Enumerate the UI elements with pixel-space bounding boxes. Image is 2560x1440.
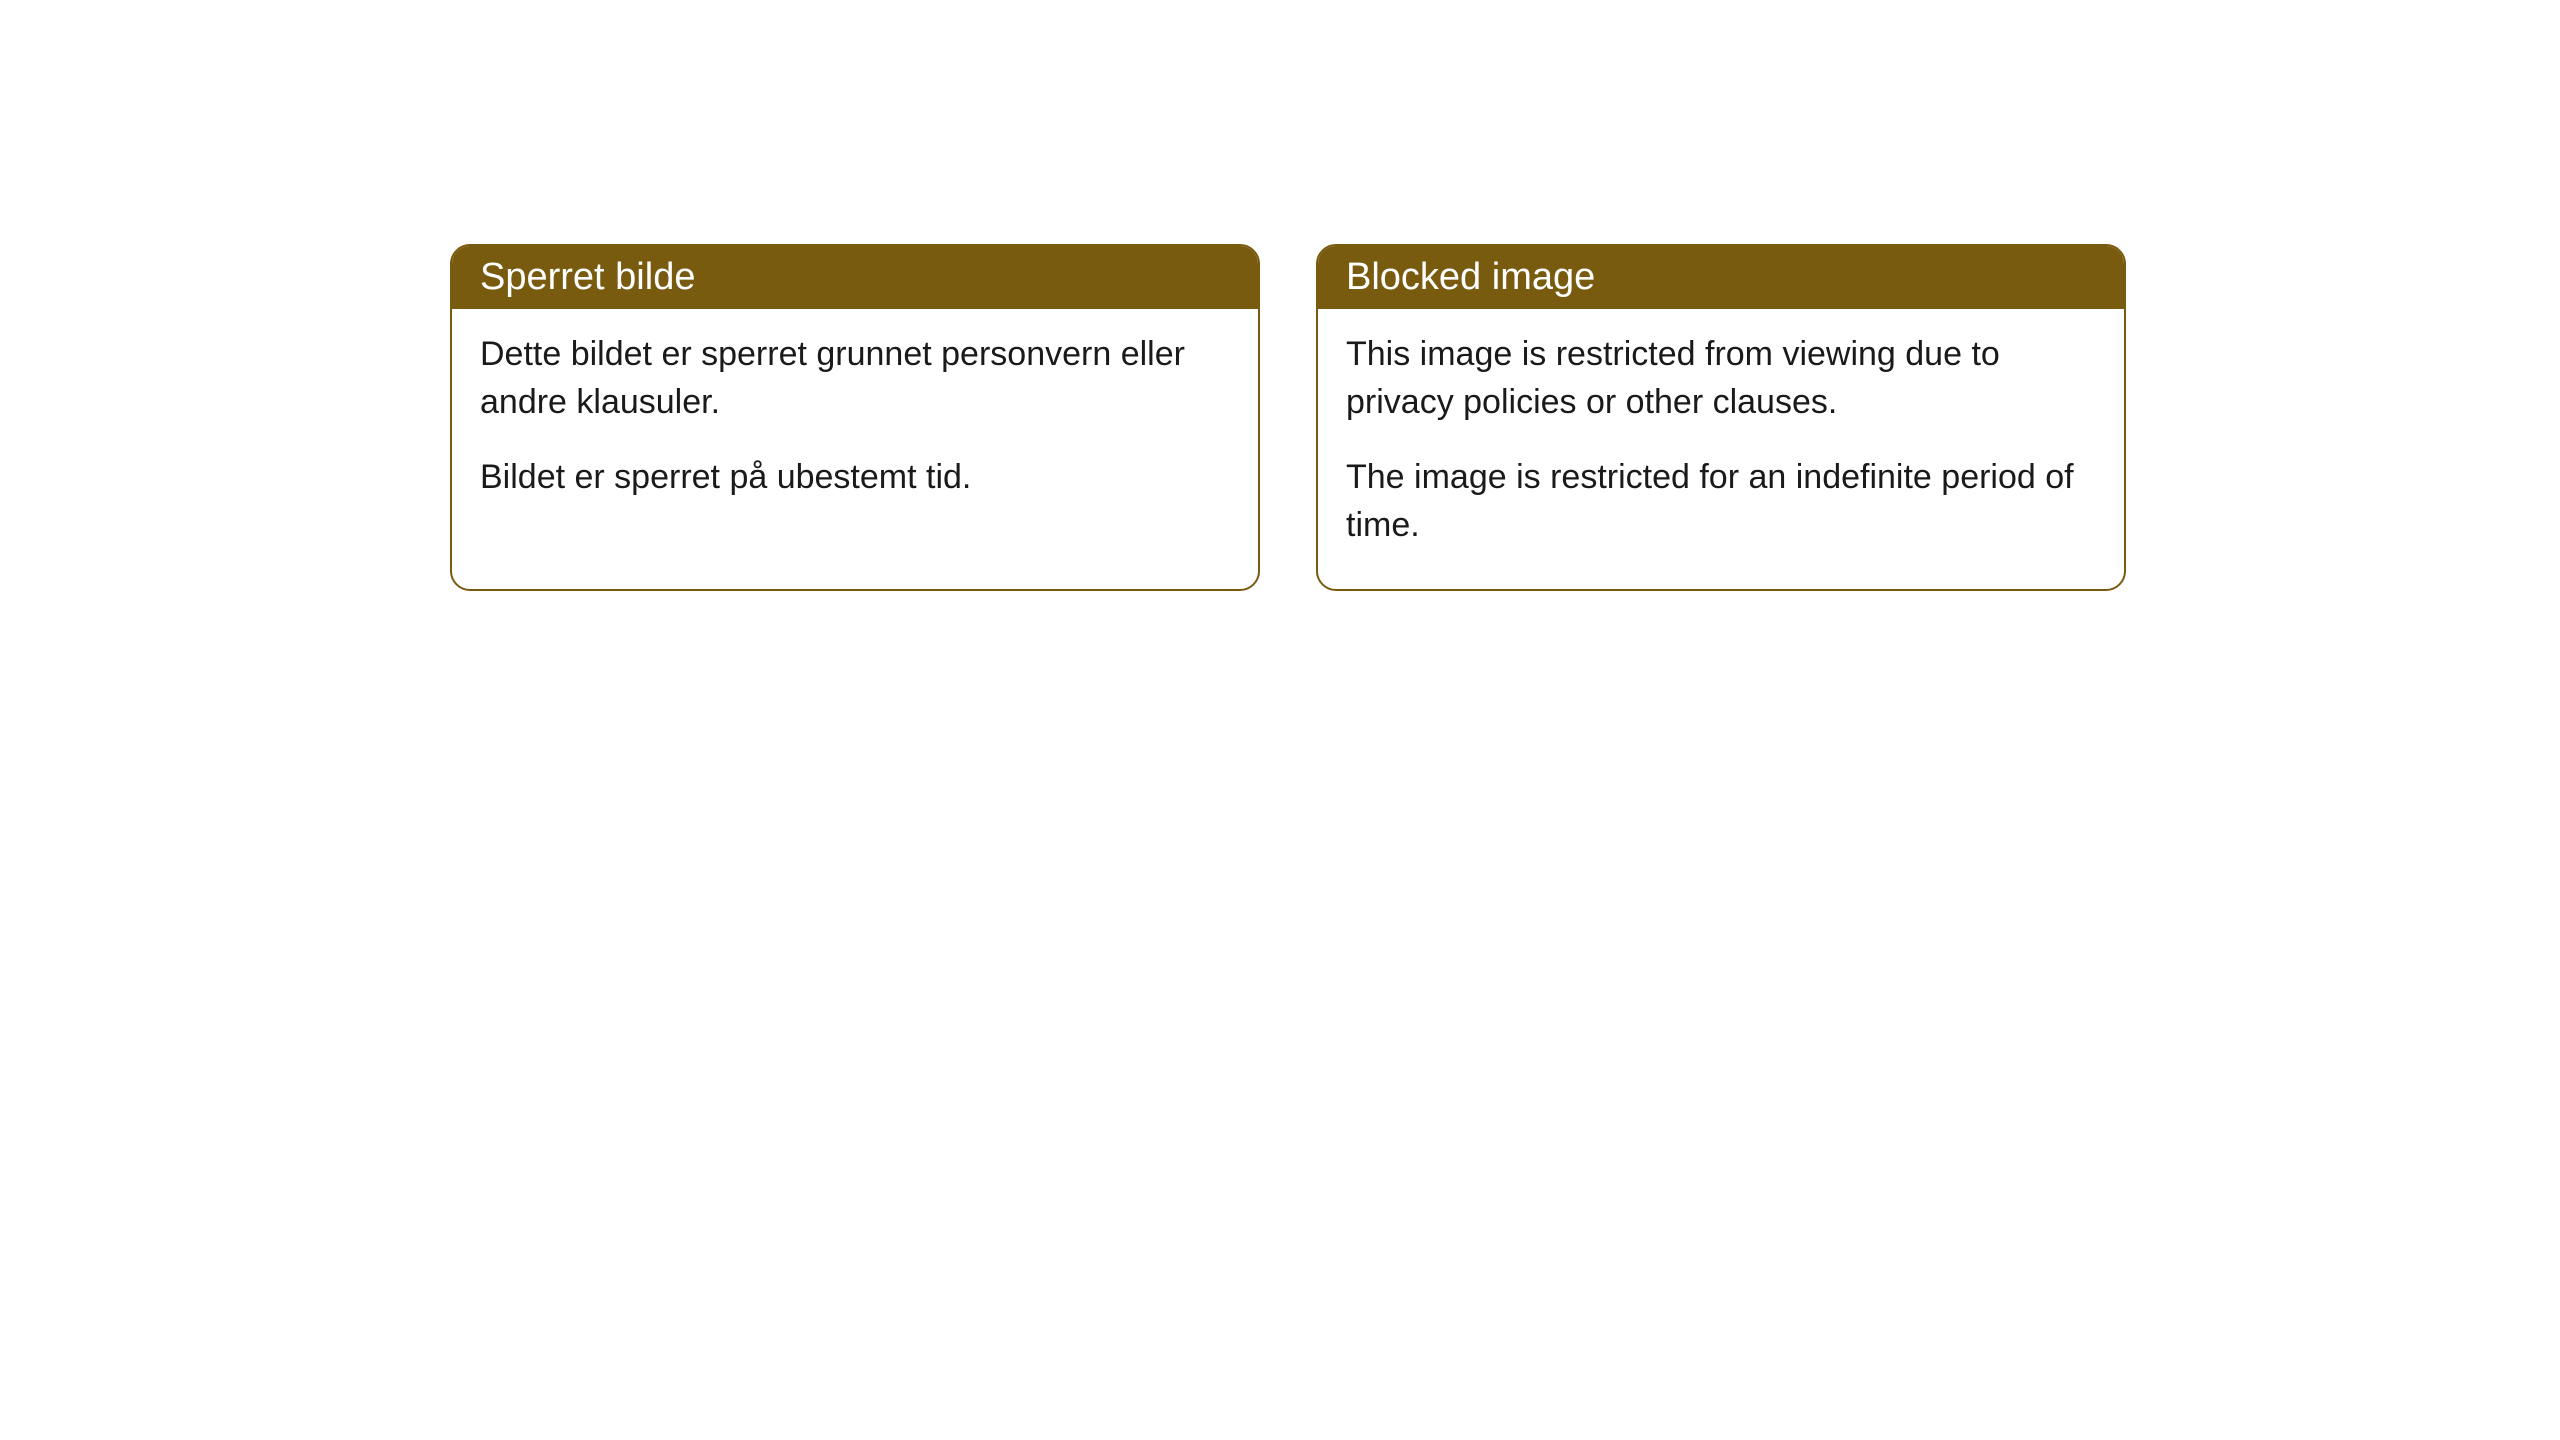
card-header-no: Sperret bilde <box>452 246 1258 309</box>
card-paragraph-2-no: Bildet er sperret på ubestemt tid. <box>480 454 1230 502</box>
info-cards-container: Sperret bilde Dette bildet er sperret gr… <box>450 244 2126 591</box>
card-paragraph-2-en: The image is restricted for an indefinit… <box>1346 454 2096 549</box>
blocked-image-card-no: Sperret bilde Dette bildet er sperret gr… <box>450 244 1260 591</box>
card-title-en: Blocked image <box>1346 256 1595 298</box>
card-body-no: Dette bildet er sperret grunnet personve… <box>452 309 1258 542</box>
card-title-no: Sperret bilde <box>480 256 695 298</box>
card-paragraph-1-en: This image is restricted from viewing du… <box>1346 331 2096 426</box>
card-header-en: Blocked image <box>1318 246 2124 309</box>
card-paragraph-1-no: Dette bildet er sperret grunnet personve… <box>480 331 1230 426</box>
blocked-image-card-en: Blocked image This image is restricted f… <box>1316 244 2126 591</box>
card-body-en: This image is restricted from viewing du… <box>1318 309 2124 589</box>
